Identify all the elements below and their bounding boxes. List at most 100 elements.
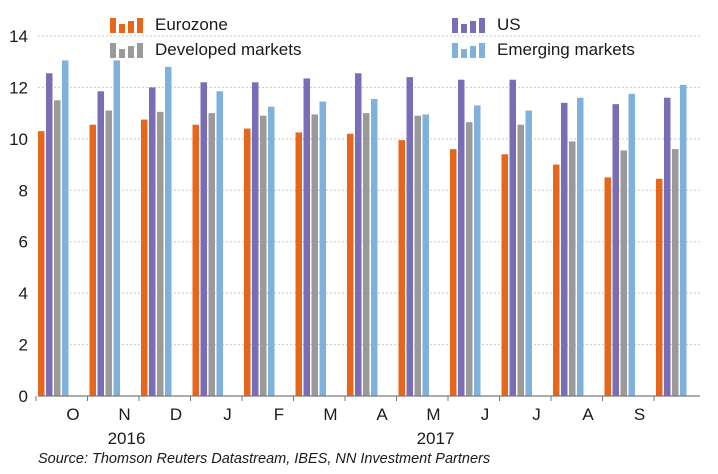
bar-us xyxy=(664,97,671,396)
y-tick-label: 10 xyxy=(9,130,28,149)
legend-swatch-bar xyxy=(119,49,125,58)
bar-emerging-markets xyxy=(628,93,635,396)
y-tick-label: 0 xyxy=(19,387,28,406)
bar-us xyxy=(200,82,207,397)
legend-swatch-bar xyxy=(137,43,143,58)
legend-item-emerging-markets: Emerging markets xyxy=(452,40,635,60)
bar-emerging-markets xyxy=(268,106,275,396)
bar-developed-markets xyxy=(311,114,318,396)
bar-emerging-markets xyxy=(422,114,429,396)
bar-emerging-markets xyxy=(474,105,481,396)
x-tick-label: O xyxy=(66,405,79,424)
bar-us xyxy=(355,73,362,397)
x-tick-label: J xyxy=(223,405,232,424)
bar-us xyxy=(406,77,413,397)
x-tick-label: S xyxy=(634,405,645,424)
bar-emerging-markets xyxy=(113,60,120,397)
bar-developed-markets xyxy=(672,149,679,396)
y-tick-label: 2 xyxy=(19,336,28,355)
legend-item-us: US xyxy=(452,15,521,35)
x-tick-label: A xyxy=(582,405,594,424)
legend-swatch-bar xyxy=(461,24,467,33)
bar-emerging-markets xyxy=(62,60,69,397)
legend-swatch-bar xyxy=(110,18,116,33)
bar-developed-markets xyxy=(54,100,61,397)
bar-eurozone xyxy=(450,149,457,396)
legend-label: Eurozone xyxy=(155,15,228,34)
bar-developed-markets xyxy=(157,111,164,396)
legend-item-eurozone: Eurozone xyxy=(110,15,228,35)
emerging-markets-legend-swatch xyxy=(452,42,485,58)
bar-eurozone xyxy=(141,119,148,397)
x-tick-label: J xyxy=(532,405,541,424)
y-tick-label: 4 xyxy=(19,284,28,303)
bar-developed-markets xyxy=(569,141,576,396)
bar-us xyxy=(612,104,619,397)
x-tick-label: F xyxy=(274,405,284,424)
bar-eurozone xyxy=(192,124,199,396)
eurozone-legend-swatch xyxy=(110,17,143,33)
bar-us xyxy=(97,91,104,397)
bar-us xyxy=(46,73,53,397)
bar-emerging-markets xyxy=(371,99,378,396)
x-tick-label: M xyxy=(426,405,440,424)
bar-developed-markets xyxy=(414,115,421,396)
legend-swatch-bar xyxy=(470,46,476,58)
bar-eurozone xyxy=(398,140,405,396)
y-tick-label: 14 xyxy=(9,27,28,46)
legend-swatch-bar xyxy=(128,21,134,33)
bar-developed-markets xyxy=(260,115,267,396)
legend-swatch-bar xyxy=(461,49,467,58)
legend-label: Emerging markets xyxy=(497,40,635,59)
bar-eurozone xyxy=(244,128,251,397)
bar-eurozone xyxy=(553,164,560,396)
bar-developed-markets xyxy=(363,113,370,397)
bar-emerging-markets xyxy=(525,110,532,397)
legend-swatch-bar xyxy=(470,21,476,33)
axes: 0 2 4 6 8 10 12 14 O N D J F M A M J J A S 2016 2017 xyxy=(9,27,700,448)
bar-eurozone xyxy=(38,131,45,396)
x-tick-label: N xyxy=(118,405,130,424)
bar-emerging-markets xyxy=(680,84,687,396)
x-tick-label: M xyxy=(323,405,337,424)
bar-developed-markets xyxy=(208,113,215,397)
legend-swatch-bar xyxy=(119,24,125,33)
legend-swatch-bar xyxy=(479,43,485,58)
bar-eurozone xyxy=(89,124,96,396)
bar-us xyxy=(149,87,156,396)
bar-eurozone xyxy=(604,177,611,396)
y-tick-label: 6 xyxy=(19,233,28,252)
legend-swatch-bar xyxy=(137,18,143,33)
legend-swatch-bar xyxy=(110,43,116,58)
developed-markets-legend-swatch xyxy=(110,42,143,58)
bar-eurozone xyxy=(347,133,354,396)
legend-swatch-bar xyxy=(452,18,458,33)
bar-us xyxy=(509,79,516,396)
bar-emerging-markets xyxy=(165,66,172,396)
year-label: 2017 xyxy=(417,429,455,448)
legend-swatch-bar xyxy=(452,43,458,58)
bar-developed-markets xyxy=(620,150,627,396)
bar-series xyxy=(38,60,687,397)
bar-developed-markets xyxy=(105,110,112,397)
bar-eurozone xyxy=(501,154,508,396)
bar-developed-markets xyxy=(466,122,473,397)
year-label: 2016 xyxy=(108,429,146,448)
bar-us xyxy=(252,82,259,397)
x-tick-label: A xyxy=(376,405,388,424)
legend-label: Developed markets xyxy=(155,40,302,59)
bar-emerging-markets xyxy=(577,97,584,396)
y-tick-label: 12 xyxy=(9,78,28,97)
bar-developed-markets xyxy=(517,124,524,396)
x-tick-label: J xyxy=(481,405,490,424)
bar-eurozone xyxy=(656,178,663,396)
bar-us xyxy=(458,79,465,396)
bar-emerging-markets xyxy=(319,101,326,397)
y-tick-label: 8 xyxy=(19,181,28,200)
source-note: Source: Thomson Reuters Datastream, IBES… xyxy=(38,451,491,467)
legend-swatch-bar xyxy=(479,18,485,33)
legend-item-developed-markets: Developed markets xyxy=(110,40,301,60)
bar-us xyxy=(303,78,310,396)
bar-eurozone xyxy=(295,132,302,396)
x-tick-label: D xyxy=(170,405,182,424)
